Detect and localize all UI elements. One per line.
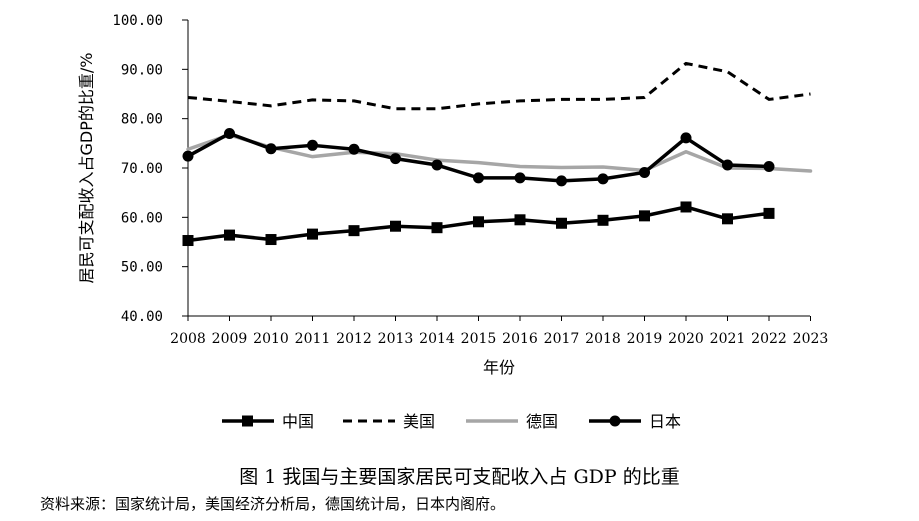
y-axis-label: 居民可支配收入占GDP的比重/% [77,53,96,284]
data-point [639,166,650,178]
data-point [556,217,567,229]
x-tick-label: 2010 [253,331,289,347]
data-point [307,228,318,240]
series-德国 [186,133,813,173]
x-tick-label: 2022 [751,331,787,347]
data-point [680,132,692,144]
x-tick-label: 2009 [212,331,248,347]
x-tick-label: 2013 [378,331,414,347]
x-tick-label: 2019 [627,331,663,347]
y-tick-label: 70.00 [121,161,163,177]
data-point [224,127,235,139]
legend-item: 德国 [466,412,558,431]
legend-item: 中国 [222,412,314,431]
legend-marker [242,415,253,427]
figure-caption: 图 1 我国与主要国家居民可支配收入占 GDP 的比重 [239,466,680,488]
x-tick-label: 2016 [502,331,538,347]
data-point [514,214,526,226]
data-point [431,159,443,171]
data-point [307,139,318,151]
x-tick-group: 2008 2009 2010 2011 2012 2013 2014 2015 2016 2017… [170,316,828,347]
source-note: 资料来源：国家统计局，美国经济分析局，德国统计局，日本内阁府。 [40,495,506,513]
x-tick-label: 2017 [544,331,580,347]
x-tick-label: 2012 [336,331,372,347]
data-point [431,222,443,234]
data-point [473,216,484,228]
series-group [182,61,813,247]
series-line [187,61,811,111]
legend-label: 美国 [403,412,435,431]
data-point [680,201,692,213]
data-point [639,210,650,222]
x-axis-label: 年份 [483,358,515,377]
data-point [763,161,775,173]
data-point [556,175,567,187]
data-point [597,173,609,185]
data-point [390,153,401,165]
data-point [763,207,775,219]
legend-item: 美国 [343,412,435,431]
y-tick-label: 100.00 [112,13,163,29]
data-point [514,172,526,184]
series-美国 [187,61,811,111]
line-chart: 40.00 50.00 60.00 70.00 80.00 90.00 100.00 200… [77,13,828,431]
x-tick-label: 2008 [170,331,206,347]
x-tick-label: 2015 [461,331,497,347]
series-日本 [182,127,775,187]
data-point [265,143,277,155]
data-point [182,150,194,162]
data-point [348,225,360,237]
data-point [224,229,235,241]
data-point [722,213,733,225]
data-point [473,172,484,184]
legend-label: 日本 [649,412,681,431]
x-tick-label: 2023 [793,331,829,347]
data-point [597,214,609,226]
x-tick-label: 2018 [585,331,621,347]
y-tick-label: 50.00 [121,260,163,276]
legend-label: 中国 [282,412,314,431]
data-point [390,220,401,232]
data-point [265,234,277,246]
x-tick-label: 2020 [668,331,704,347]
y-tick-label: 90.00 [121,62,163,78]
x-tick-label: 2011 [295,331,331,347]
y-axis: 40.00 50.00 60.00 70.00 80.00 90.00 100.00 [112,13,189,325]
series-line [186,133,813,173]
y-tick-label: 80.00 [121,112,163,128]
data-point [182,235,194,247]
x-tick-label: 2014 [419,331,455,347]
series-中国 [182,201,775,247]
x-tick-label: 2021 [710,331,746,347]
data-point [348,143,360,155]
legend-item: 日本 [589,412,681,431]
y-tick-group: 40.00 50.00 60.00 70.00 80.00 90.00 100.00 [112,13,188,325]
x-axis: 2008 2009 2010 2011 2012 2013 2014 2015 2016 2017… [170,315,828,347]
legend: 中国 美国 德国 日本 [222,412,681,431]
y-tick-label: 60.00 [121,210,163,226]
y-tick-label: 40.00 [121,309,163,325]
legend-label: 德国 [526,412,558,431]
legend-marker [609,415,621,427]
data-point [722,159,733,171]
